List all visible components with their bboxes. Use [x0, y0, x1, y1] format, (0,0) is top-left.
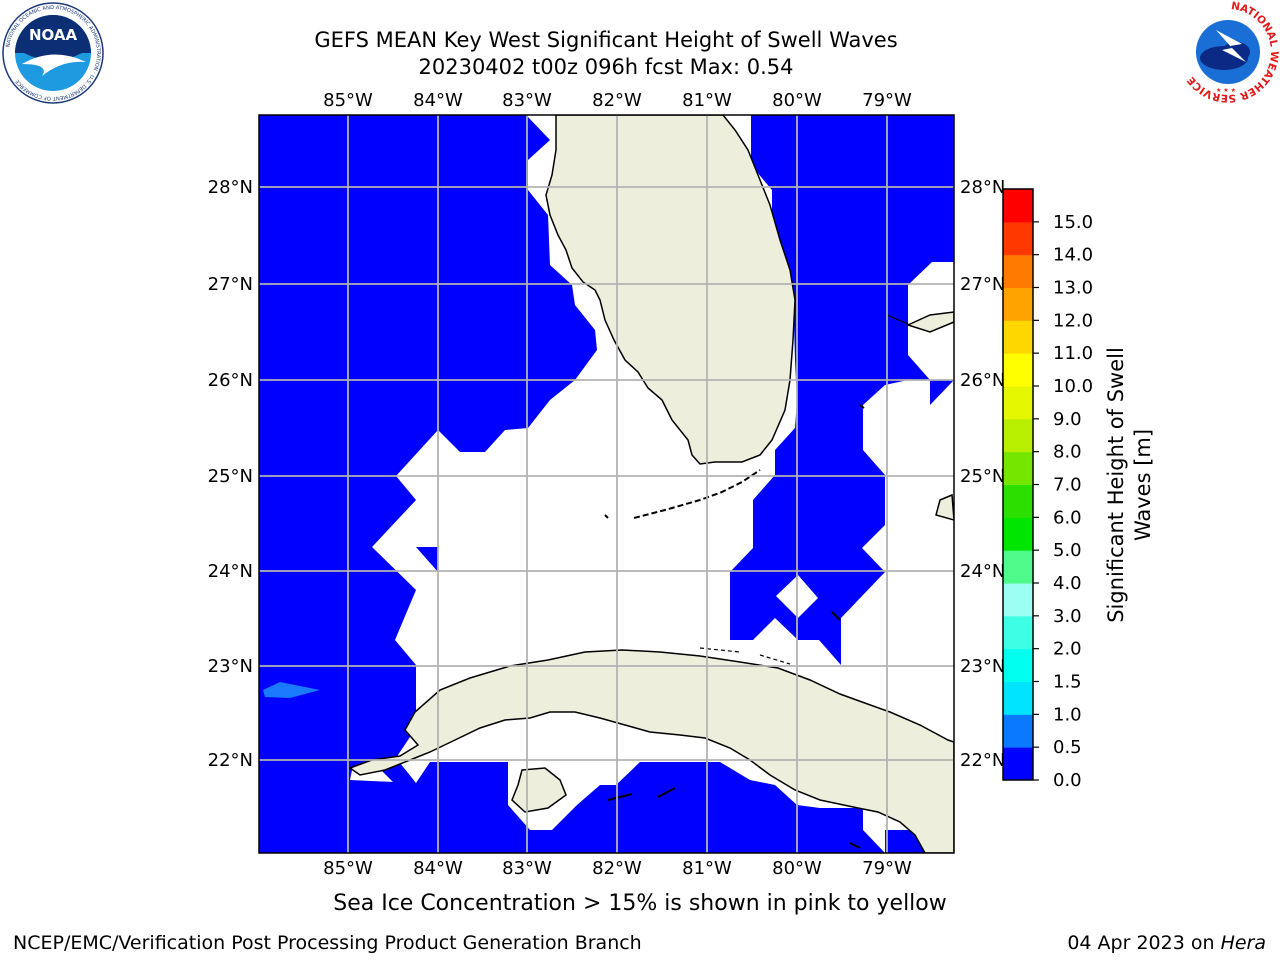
colorbar-swatch — [1003, 451, 1033, 485]
noaa-logo: NATIONAL OCEANIC AND ATMOSPHERIC ADMINIS… — [2, 2, 104, 104]
colorbar-swatch — [1003, 484, 1033, 518]
colorbar-swatch — [1003, 747, 1033, 781]
lat-tick-left: 26°N — [208, 370, 253, 391]
swell-patch — [263, 682, 320, 698]
lon-tick-bottom: 79°W — [862, 858, 912, 879]
map-plot-area — [259, 115, 954, 853]
run-date: 04 Apr 2023 on Hera — [1067, 932, 1266, 954]
colorbar-swatch — [1003, 648, 1033, 682]
lon-tick-top: 85°W — [323, 90, 373, 111]
lat-tick-left: 22°N — [208, 750, 253, 771]
colorbar-tick-label: 13.0 — [1053, 278, 1093, 299]
gulf-water-notch — [416, 547, 438, 572]
lat-tick-right: 26°N — [960, 370, 1005, 391]
colorbar-swatch — [1003, 287, 1033, 321]
colorbar-tick-label: 0.0 — [1053, 770, 1082, 791]
lon-tick-bottom: 82°W — [592, 858, 642, 879]
lat-tick-left: 28°N — [208, 177, 253, 198]
lon-tick-top: 80°W — [772, 90, 822, 111]
colorbar-tick-label: 15.0 — [1053, 212, 1093, 233]
chart-title: GEFS MEAN Key West Significant Height of… — [314, 28, 898, 52]
lon-tick-top: 83°W — [502, 90, 552, 111]
colorbar-swatch — [1003, 550, 1033, 584]
colorbar-swatch — [1003, 189, 1033, 223]
colorbar-tick-label: 11.0 — [1053, 343, 1093, 364]
sea-ice-note: Sea Ice Concentration > 15% is shown in … — [333, 891, 947, 916]
isla-juventud-land — [511, 767, 567, 813]
colorbar-swatch — [1003, 681, 1033, 715]
colorbar-swatch — [1003, 517, 1033, 551]
colorbar-tick-label: 7.0 — [1053, 475, 1082, 496]
colorbar-tick-label: 2.0 — [1053, 639, 1082, 660]
nws-logo: NATIONAL WEATHER SERVICE ★ ★ ★ — [1177, 0, 1280, 104]
lon-tick-bottom: 83°W — [502, 858, 552, 879]
lon-tick-bottom: 80°W — [772, 858, 822, 879]
lat-tick-right: 28°N — [960, 177, 1005, 198]
colorbar-swatch — [1003, 615, 1033, 650]
axis-tick-labels: 85°W 85°W 84°W 84°W 83°W 83°W 82°W 82°W 81°W 81°W… — [208, 90, 1006, 879]
lat-tick-right: 23°N — [960, 656, 1005, 677]
colorbar-tick-label: 1.0 — [1053, 704, 1082, 725]
colorbar-label-line1: Significant Height of Swell — [1104, 347, 1128, 623]
colorbar-swatch — [1003, 583, 1033, 617]
lat-tick-left: 24°N — [208, 561, 253, 582]
colorbar-tick-label: 9.0 — [1053, 409, 1082, 430]
atlantic-water-region — [730, 115, 954, 665]
lat-tick-left: 25°N — [208, 466, 253, 487]
colorbar-swatch — [1003, 254, 1033, 288]
lon-tick-top: 84°W — [413, 90, 463, 111]
map-frame — [258, 114, 955, 854]
lat-tick-left: 23°N — [208, 656, 253, 677]
gulf-water-region — [259, 115, 597, 783]
lat-tick-right: 22°N — [960, 750, 1005, 771]
colorbar-swatch — [1003, 221, 1033, 256]
credit-line: NCEP/EMC/Verification Post Processing Pr… — [13, 932, 642, 954]
lon-tick-top: 82°W — [592, 90, 642, 111]
lon-tick-top: 81°W — [682, 90, 732, 111]
colorbar-tick-label: 6.0 — [1053, 507, 1082, 528]
colorbar-tick-label: 1.5 — [1053, 672, 1082, 693]
lon-tick-top: 79°W — [862, 90, 912, 111]
lat-tick-right: 25°N — [960, 466, 1005, 487]
colorbar-swatch — [1003, 418, 1033, 453]
lat-tick-right: 27°N — [960, 274, 1005, 295]
lower-west-water-region — [259, 780, 350, 853]
chart-subtitle: 20230402 t00z 096h fcst Max: 0.54 — [418, 55, 794, 79]
colorbar-swatch — [1003, 386, 1033, 420]
svg-text:★ ★ ★: ★ ★ ★ — [1216, 87, 1236, 94]
colorbar-tick-label: 14.0 — [1053, 245, 1093, 266]
colorbar-tick-label: 5.0 — [1053, 540, 1082, 561]
colorbar-tick-label: 0.5 — [1053, 737, 1082, 758]
lon-tick-bottom: 81°W — [682, 858, 732, 879]
south-water-east — [885, 830, 930, 853]
lat-tick-left: 27°N — [208, 274, 253, 295]
atlantic-water-east-notch — [930, 380, 954, 405]
florida-land — [545, 115, 796, 465]
lon-tick-bottom: 85°W — [323, 858, 373, 879]
colorbar: 0.0 0.5 1.0 1.5 2.0 3.0 4.0 5.0 6.0 7.0 8.0 9.0 10.0… — [1002, 188, 1093, 791]
colorbar-tick-label: 3.0 — [1053, 606, 1082, 627]
graticule — [259, 115, 954, 853]
colorbar-tick-label: 12.0 — [1053, 310, 1093, 331]
lat-tick-right: 24°N — [960, 561, 1005, 582]
colorbar-swatch — [1003, 353, 1033, 387]
noaa-logo-text: NOAA — [29, 26, 78, 44]
lon-tick-bottom: 84°W — [413, 858, 463, 879]
colorbar-swatch — [1003, 714, 1033, 748]
colorbar-swatch — [1003, 320, 1033, 354]
colorbar-tick-label: 8.0 — [1053, 442, 1082, 463]
run-date-text: 04 Apr 2023 on — [1067, 932, 1215, 954]
host-name: Hera — [1220, 932, 1266, 954]
cuba-land — [348, 649, 954, 853]
colorbar-tick-label: 4.0 — [1053, 573, 1082, 594]
colorbar-tick-label: 10.0 — [1053, 376, 1093, 397]
colorbar-label-line2: Waves [m] — [1131, 429, 1155, 541]
